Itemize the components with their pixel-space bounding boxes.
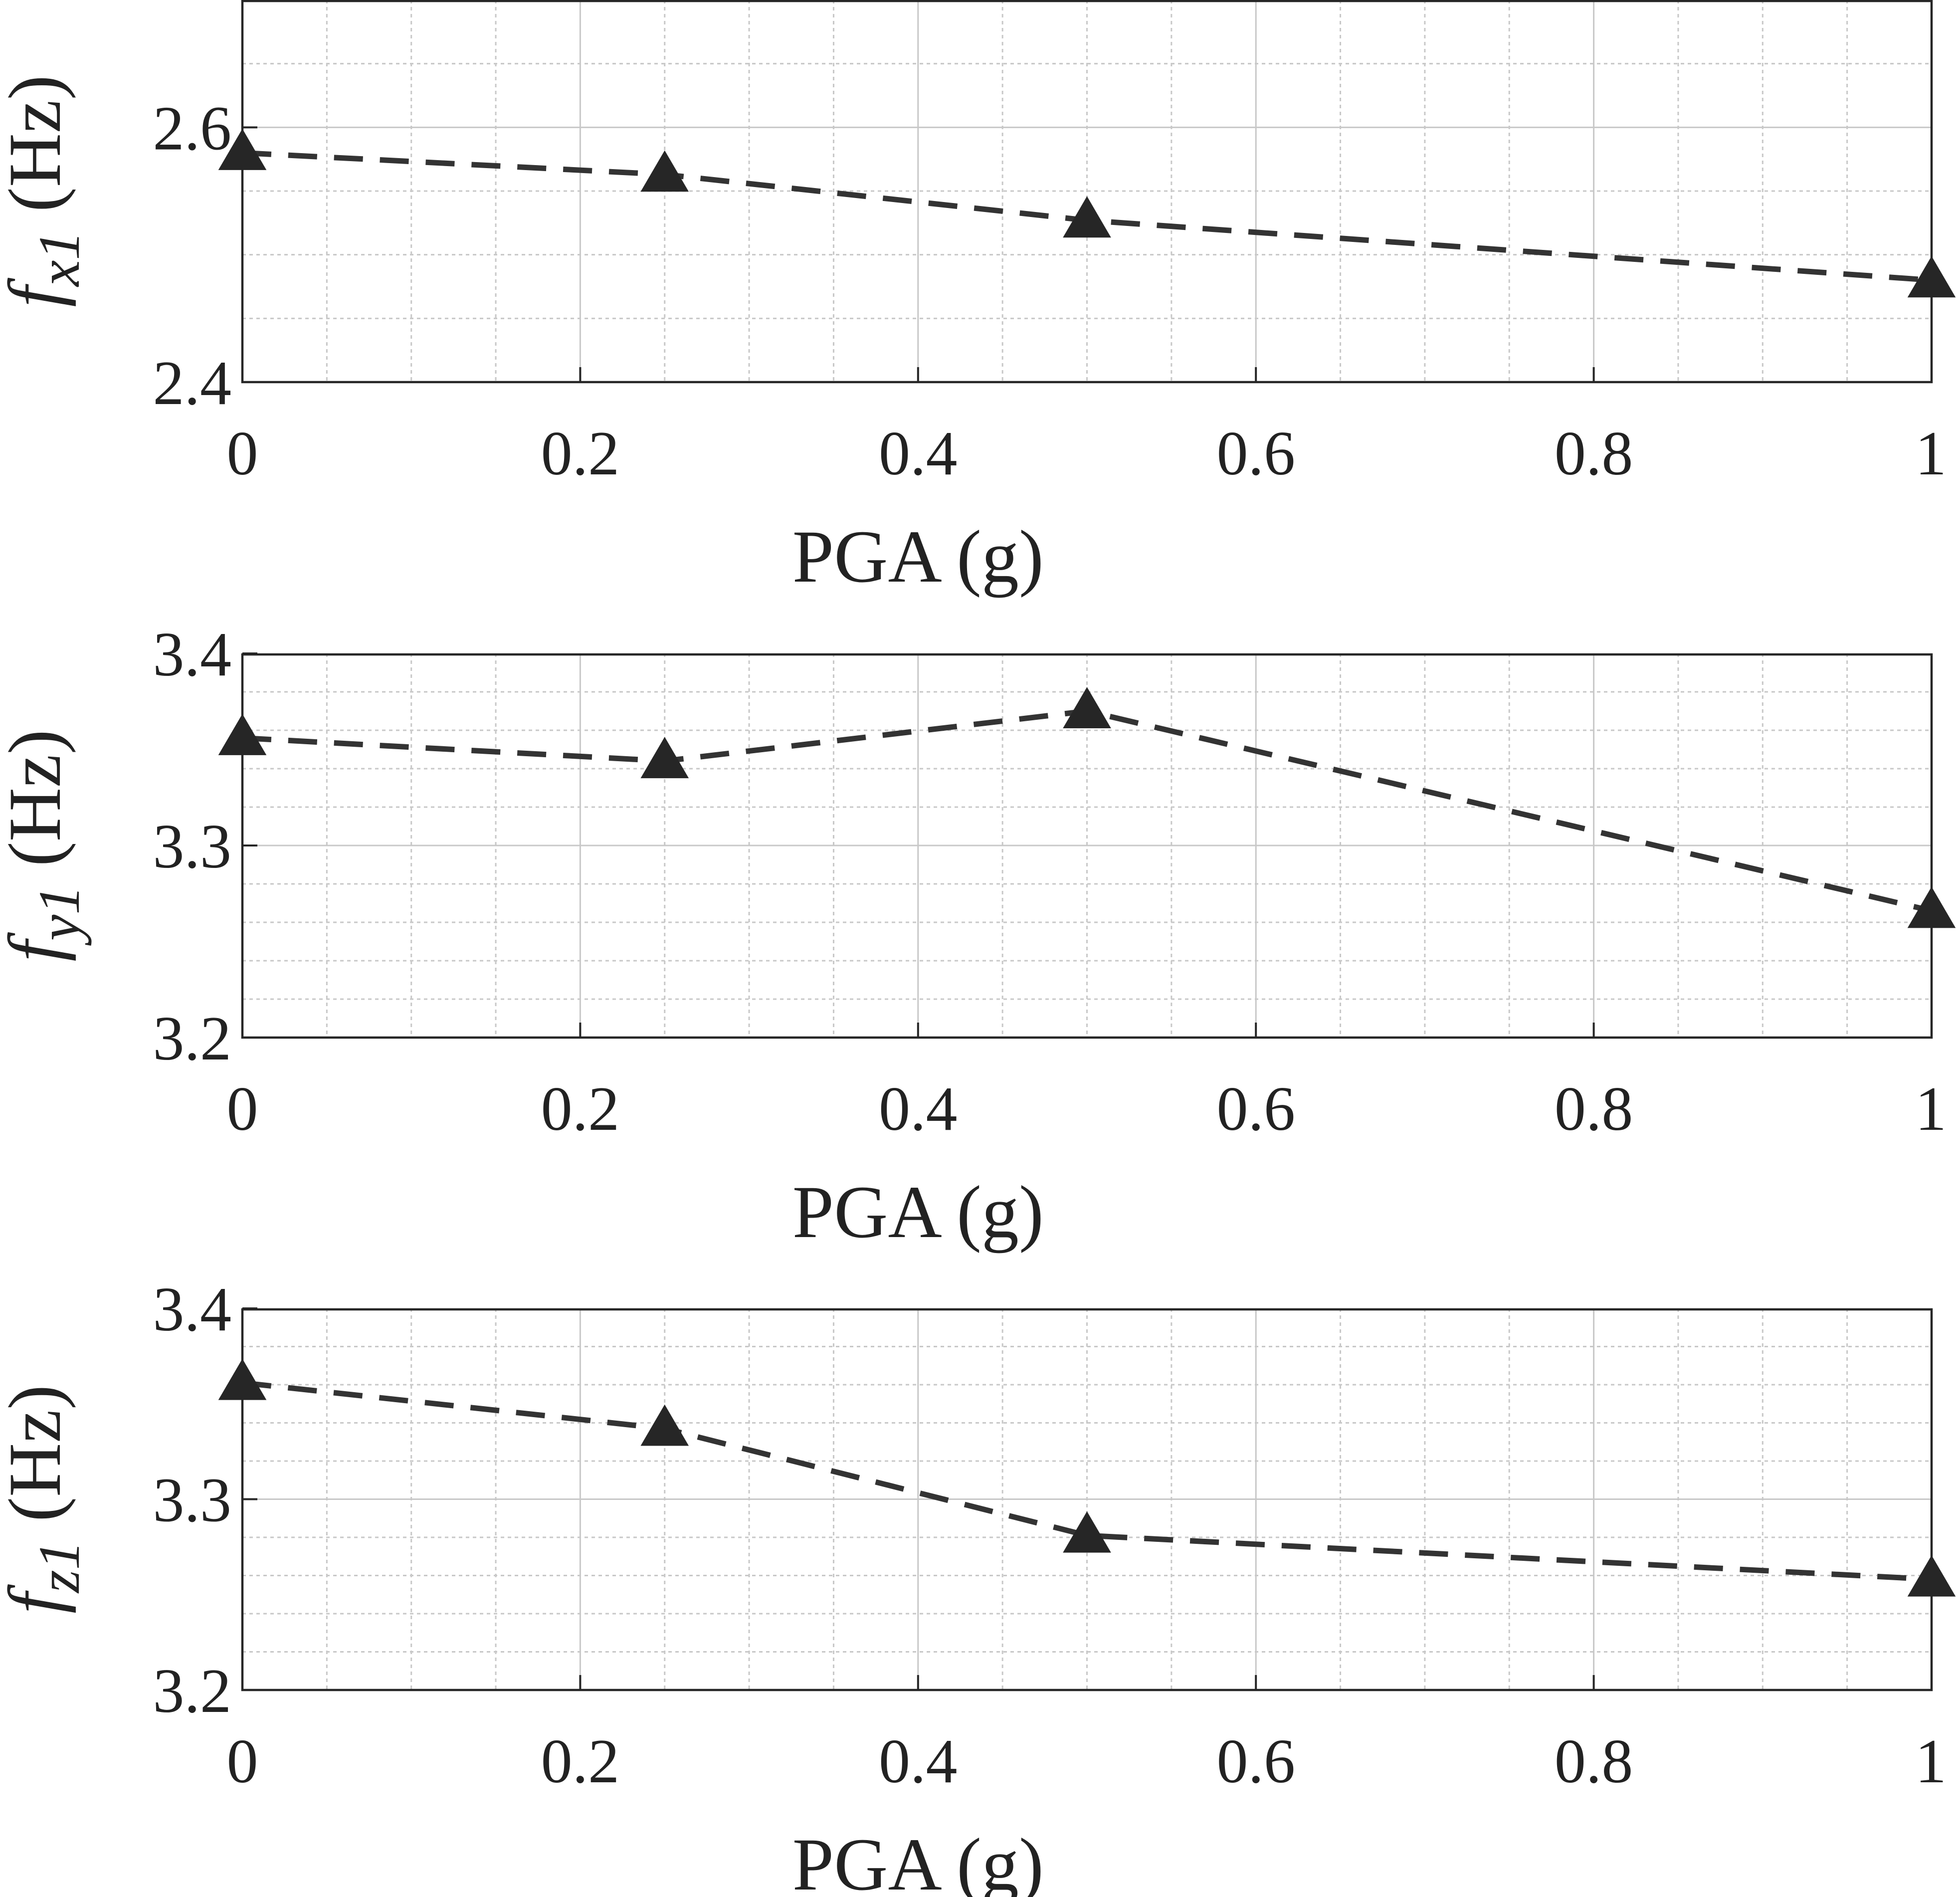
x-tick-label: 0.8: [1555, 419, 1633, 488]
data-point-marker: [640, 737, 689, 779]
x-tick-label: 0.6: [1216, 1727, 1295, 1796]
x-tick-label: 0.6: [1216, 1074, 1295, 1144]
y-axis-label-subscript: z1: [26, 1540, 92, 1594]
y-tick-label: 3.3: [153, 812, 232, 881]
grid: [242, 0, 1932, 382]
y-tick-label: 3.3: [153, 1466, 232, 1535]
x-tick-label: 0.4: [879, 419, 958, 488]
x-tick-label: 0.8: [1555, 1074, 1633, 1144]
x-tick-label: 0: [227, 1074, 258, 1144]
subplot-fz1: 0 0.2 0.4 0.6 0.8 1 3.2 3.3 3.4 PGA (g) fz1 (Hz): [0, 1275, 1956, 1897]
x-tick-label: 0.4: [879, 1727, 958, 1796]
y-axis-label-unit: (Hz): [0, 729, 76, 885]
y-axis-label: fx1 (Hz): [0, 75, 92, 307]
data-point-marker: [1063, 687, 1111, 728]
data-point-marker: [218, 129, 267, 170]
y-axis-label: fz1 (Hz): [0, 1385, 92, 1614]
data-point-marker: [1907, 1555, 1956, 1597]
grid: [242, 653, 1932, 1038]
x-tick-label: 0: [227, 419, 258, 488]
y-axis-label: fy1 (Hz): [0, 729, 92, 961]
subplot-fx1: 0 0.2 0.4 0.6 0.8 1 2.4 2.6 PGA (g) fx1 (Hz): [0, 0, 1956, 598]
x-tick-label: 0.2: [541, 1727, 620, 1796]
data-point-marker: [640, 1404, 689, 1446]
x-axis-label: PGA (g): [792, 515, 1044, 598]
y-axis-label-subscript: y1: [26, 885, 92, 946]
subplot-fy1: 0 0.2 0.4 0.6 0.8 1 3.2 3.3 3.4 PGA (g) fy1 (Hz): [0, 620, 1956, 1254]
y-tick-label: 3.4: [153, 1275, 232, 1344]
data-point-marker: [1063, 196, 1111, 238]
x-tick-label: 0.6: [1216, 419, 1295, 488]
data-point-marker: [218, 714, 267, 755]
x-tick-label: 0.2: [541, 1074, 620, 1144]
y-axis-label-subscript: x1: [26, 231, 92, 287]
x-tick-label: 0: [227, 1727, 258, 1796]
axes-frame: [241, 0, 1933, 384]
y-tick-label: 2.6: [153, 94, 232, 163]
y-tick-label: 2.4: [153, 349, 232, 418]
data-point-marker: [1907, 256, 1956, 298]
y-tick-label: 3.4: [153, 620, 232, 689]
data-point-marker: [218, 1358, 267, 1400]
y-axis-label-unit: (Hz): [0, 75, 76, 230]
data-point-marker: [640, 150, 689, 192]
data-point-marker: [1907, 886, 1956, 928]
series-line: [242, 1380, 1932, 1582]
x-axis-label: PGA (g): [792, 1171, 1044, 1254]
series-line: [242, 708, 1933, 914]
series-line: [242, 150, 1932, 283]
x-axis-label: PGA (g): [792, 1823, 1044, 1897]
grid: [242, 1308, 1932, 1690]
y-axis-label-unit: (Hz): [0, 1385, 76, 1540]
x-tick-label: 1: [1915, 1727, 1947, 1796]
x-tick-label: 0.8: [1555, 1727, 1633, 1796]
x-tick-label: 0.4: [879, 1074, 958, 1144]
x-tick-label: 1: [1915, 419, 1947, 488]
x-tick-label: 1: [1915, 1074, 1947, 1144]
y-tick-label: 3.2: [153, 1004, 232, 1073]
data-point-marker: [1063, 1511, 1111, 1553]
x-tick-label: 0.2: [541, 419, 620, 488]
y-tick-label: 3.2: [153, 1657, 232, 1726]
